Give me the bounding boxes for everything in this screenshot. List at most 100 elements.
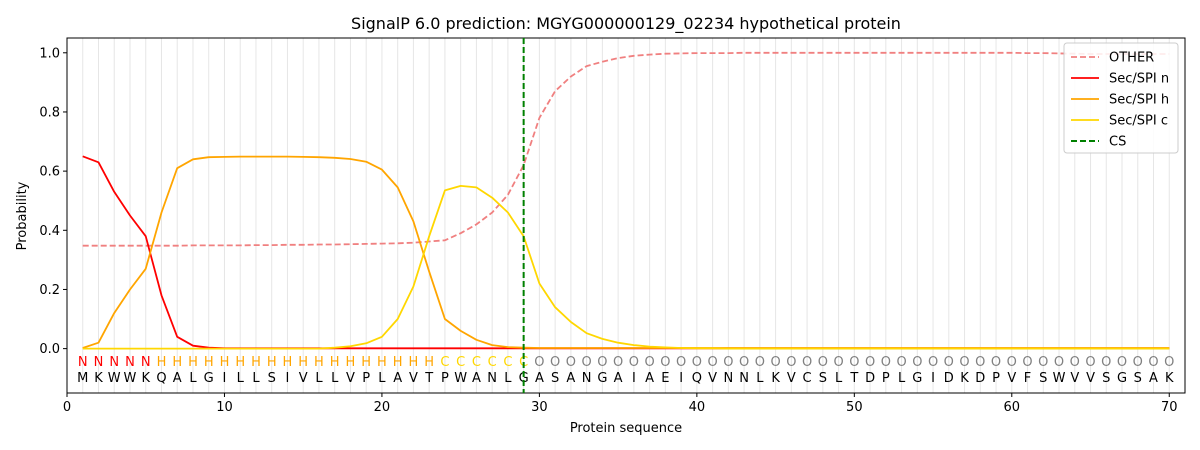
sequence-letter: I bbox=[931, 371, 935, 386]
sequence-letter: E bbox=[661, 371, 669, 386]
annotation-letter: N bbox=[94, 355, 104, 370]
legend-label: OTHER bbox=[1109, 51, 1154, 66]
sequence-letter: K bbox=[94, 371, 103, 386]
y-tick-label: 0.8 bbox=[39, 105, 60, 120]
legend-label: Sec/SPI h bbox=[1109, 93, 1169, 108]
annotation-letter: O bbox=[1117, 355, 1127, 370]
x-tick-label: 70 bbox=[1161, 400, 1178, 415]
annotation-letter: N bbox=[141, 355, 151, 370]
annotation-letter: O bbox=[707, 355, 717, 370]
sequence-letter: P bbox=[441, 371, 449, 386]
sequence-letter: L bbox=[504, 371, 512, 386]
sequence-letter: W bbox=[1053, 371, 1066, 386]
y-tick-label: 1.0 bbox=[39, 46, 60, 61]
annotation-letter: H bbox=[377, 355, 387, 370]
x-tick-label: 10 bbox=[216, 400, 233, 415]
annotation-letter: O bbox=[849, 355, 859, 370]
annotation-letter: H bbox=[361, 355, 371, 370]
annotation-letter: O bbox=[582, 355, 592, 370]
sequence-letter: S bbox=[1102, 371, 1110, 386]
annotation-letter: O bbox=[896, 355, 906, 370]
annotation-letter: O bbox=[1022, 355, 1032, 370]
annotation-letter: H bbox=[235, 355, 245, 370]
annotation-letter: O bbox=[1038, 355, 1048, 370]
annotation-letter: C bbox=[488, 355, 497, 370]
legend-label: Sec/SPI n bbox=[1109, 72, 1169, 87]
series-line-sec-spi-c bbox=[82, 184, 1170, 350]
sequence-letter: W bbox=[108, 371, 121, 386]
legend-box bbox=[1063, 42, 1179, 154]
annotation-letter: O bbox=[676, 355, 686, 370]
sequence-letter: G bbox=[912, 371, 922, 386]
annotation-letter: O bbox=[723, 355, 733, 370]
annotation-letter: N bbox=[125, 355, 135, 370]
series-line-sec-spi-h bbox=[82, 155, 1170, 349]
annotation-letter: O bbox=[833, 355, 843, 370]
sequence-letter: G bbox=[597, 371, 607, 386]
sequence-letter: L bbox=[756, 371, 764, 386]
x-tick-label: 20 bbox=[374, 400, 391, 415]
annotation-letter: O bbox=[566, 355, 576, 370]
sequence-letter: A bbox=[566, 371, 575, 386]
sequence-letter: A bbox=[173, 371, 182, 386]
annotation-letter: H bbox=[346, 355, 356, 370]
sequence-letter: Q bbox=[692, 371, 702, 386]
y-tick-label: 0.2 bbox=[39, 283, 60, 298]
annotation-letter: O bbox=[928, 355, 938, 370]
sequence-letter: T bbox=[849, 371, 858, 386]
sequence-letter: L bbox=[189, 371, 197, 386]
annotation-letter: O bbox=[1054, 355, 1064, 370]
annotation-letter: O bbox=[1101, 355, 1111, 370]
sequence-letter: L bbox=[237, 371, 245, 386]
y-tick-label: 0.6 bbox=[39, 165, 60, 180]
sequence-letter: S bbox=[819, 371, 827, 386]
sequence-letter: P bbox=[362, 371, 370, 386]
sequence-letter: M bbox=[77, 371, 88, 386]
annotation-letter: O bbox=[660, 355, 670, 370]
sequence-letter: D bbox=[944, 371, 954, 386]
sequence-letter: I bbox=[223, 371, 227, 386]
sequence-letter: N bbox=[487, 371, 497, 386]
x-tick-label: 50 bbox=[846, 400, 863, 415]
sequence-letter: W bbox=[124, 371, 137, 386]
sequence-letter: L bbox=[315, 371, 323, 386]
sequence-letter: T bbox=[424, 371, 433, 386]
sequence-letter: K bbox=[141, 371, 150, 386]
sequence-letter: N bbox=[739, 371, 749, 386]
annotation-letter: N bbox=[109, 355, 119, 370]
sequence-letter: S bbox=[268, 371, 276, 386]
annotation-letter: H bbox=[409, 355, 419, 370]
chart-title: SignalP 6.0 prediction: MGYG000000129_02… bbox=[351, 14, 901, 34]
annotation-letter: H bbox=[267, 355, 277, 370]
annotation-letter: H bbox=[393, 355, 403, 370]
annotation-letter: O bbox=[802, 355, 812, 370]
x-tick-label: 30 bbox=[531, 400, 548, 415]
sequence-letter: K bbox=[1165, 371, 1174, 386]
sequence-letter: V bbox=[787, 371, 796, 386]
plot-area: 0 10 20 30 40 50 60 700.00.20.40.60.81.0NMNKNWN… bbox=[39, 37, 1186, 415]
series-line-sec-spi-n bbox=[82, 155, 1170, 350]
sequence-letter: N bbox=[582, 371, 592, 386]
sequence-letter: A bbox=[393, 371, 402, 386]
sequence-letter: L bbox=[252, 371, 260, 386]
annotation-letter: O bbox=[818, 355, 828, 370]
annotation-letter: H bbox=[157, 355, 167, 370]
sequence-letter: V bbox=[346, 371, 355, 386]
annotation-letter: H bbox=[220, 355, 230, 370]
legend-label: CS bbox=[1109, 135, 1126, 150]
annotation-letter: O bbox=[613, 355, 623, 370]
annotation-letter: O bbox=[739, 355, 749, 370]
sequence-letter: A bbox=[614, 371, 623, 386]
annotation-letter: O bbox=[1133, 355, 1143, 370]
annotation-letter: O bbox=[692, 355, 702, 370]
sequence-letter: K bbox=[771, 371, 780, 386]
annotation-letter: O bbox=[534, 355, 544, 370]
sequence-letter: G bbox=[204, 371, 214, 386]
x-axis-label: Protein sequence bbox=[570, 421, 682, 436]
annotation-letter: O bbox=[975, 355, 985, 370]
annotation-letter: O bbox=[1085, 355, 1095, 370]
sequence-letter: K bbox=[960, 371, 969, 386]
sequence-letter: I bbox=[286, 371, 290, 386]
sequence-letter: V bbox=[708, 371, 717, 386]
